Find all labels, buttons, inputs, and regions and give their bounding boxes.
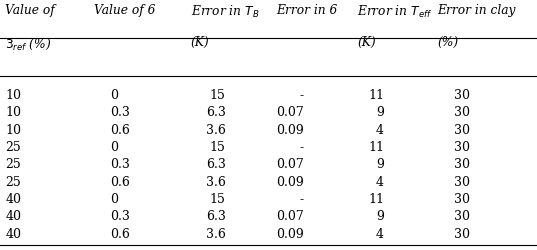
Text: Error in $T_{eff}$: Error in $T_{eff}$ <box>357 4 433 20</box>
Text: 10: 10 <box>5 89 21 102</box>
Text: 0: 0 <box>110 192 118 205</box>
Text: 30: 30 <box>454 89 470 102</box>
Text: 0.3: 0.3 <box>110 106 130 119</box>
Text: 0: 0 <box>110 89 118 102</box>
Text: 11: 11 <box>368 140 384 153</box>
Text: 15: 15 <box>209 140 226 153</box>
Text: 25: 25 <box>5 140 21 153</box>
Text: 11: 11 <box>368 192 384 205</box>
Text: 30: 30 <box>454 175 470 188</box>
Text: 0.6: 0.6 <box>110 175 130 188</box>
Text: 30: 30 <box>454 123 470 136</box>
Text: 0.3: 0.3 <box>110 210 130 222</box>
Text: 0.07: 0.07 <box>275 106 303 119</box>
Text: 40: 40 <box>5 227 21 240</box>
Text: (K): (K) <box>357 36 376 49</box>
Text: 15: 15 <box>209 89 226 102</box>
Text: 9: 9 <box>376 210 384 222</box>
Text: 30: 30 <box>454 140 470 153</box>
Text: 3.6: 3.6 <box>206 175 226 188</box>
Text: 3.6: 3.6 <box>206 227 226 240</box>
Text: 0.09: 0.09 <box>275 175 303 188</box>
Text: 6.3: 6.3 <box>206 158 226 171</box>
Text: Error in $T_B$: Error in $T_B$ <box>191 4 259 20</box>
Text: 3.6: 3.6 <box>206 123 226 136</box>
Text: -: - <box>299 140 303 153</box>
Text: 0: 0 <box>110 140 118 153</box>
Text: 30: 30 <box>454 158 470 171</box>
Text: 15: 15 <box>209 192 226 205</box>
Text: 4: 4 <box>376 227 384 240</box>
Text: 0.3: 0.3 <box>110 158 130 171</box>
Text: (%): (%) <box>438 36 459 49</box>
Text: Error in 6: Error in 6 <box>277 4 338 17</box>
Text: 6.3: 6.3 <box>206 106 226 119</box>
Text: 25: 25 <box>5 158 21 171</box>
Text: 0.6: 0.6 <box>110 227 130 240</box>
Text: 25: 25 <box>5 175 21 188</box>
Text: 0.07: 0.07 <box>275 210 303 222</box>
Text: 30: 30 <box>454 106 470 119</box>
Text: 40: 40 <box>5 192 21 205</box>
Text: 4: 4 <box>376 175 384 188</box>
Text: 6.3: 6.3 <box>206 210 226 222</box>
Text: 9: 9 <box>376 158 384 171</box>
Text: Value of 6: Value of 6 <box>94 4 155 17</box>
Text: 30: 30 <box>454 227 470 240</box>
Text: 4: 4 <box>376 123 384 136</box>
Text: -: - <box>299 192 303 205</box>
Text: 10: 10 <box>5 106 21 119</box>
Text: (K): (K) <box>191 36 209 49</box>
Text: Value of: Value of <box>5 4 55 17</box>
Text: Error in clay: Error in clay <box>438 4 516 17</box>
Text: 0.09: 0.09 <box>275 123 303 136</box>
Text: 0.6: 0.6 <box>110 123 130 136</box>
Text: 0.07: 0.07 <box>275 158 303 171</box>
Text: 11: 11 <box>368 89 384 102</box>
Text: 30: 30 <box>454 210 470 222</box>
Text: 0.09: 0.09 <box>275 227 303 240</box>
Text: -: - <box>299 89 303 102</box>
Text: $3_{ref}$ (%): $3_{ref}$ (%) <box>5 36 52 52</box>
Text: 9: 9 <box>376 106 384 119</box>
Text: 30: 30 <box>454 192 470 205</box>
Text: 40: 40 <box>5 210 21 222</box>
Text: 10: 10 <box>5 123 21 136</box>
